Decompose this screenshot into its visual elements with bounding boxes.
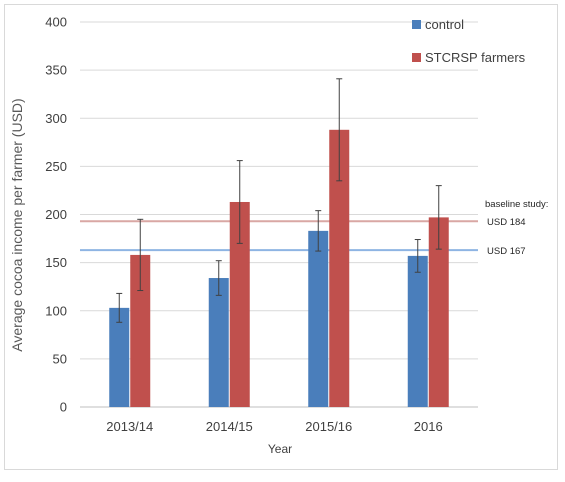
x-tick-label: 2013/14 [106,419,153,434]
x-axis-label: Year [268,442,292,456]
legend-label: control [425,17,464,32]
y-tick-label: 100 [45,303,67,318]
x-tick-label: 2014/15 [206,419,253,434]
bar [229,201,250,407]
x-tick-label: 2016 [414,419,443,434]
bars [109,129,449,408]
reference-labels: USD 184 USD 167 [487,217,526,257]
y-tick-label: 200 [45,207,67,222]
y-tick-label: 400 [45,15,67,30]
y-tick-label: 150 [45,255,67,270]
bar [308,230,329,407]
error-bars [116,78,442,323]
bar [407,255,428,407]
legend: control STCRSP farmers [412,17,526,65]
reference-lines [80,220,478,252]
chart-frame [4,4,558,470]
bar [208,278,229,407]
legend-label: STCRSP farmers [425,50,526,65]
reference-label: USD 184 [487,217,526,228]
bar [130,254,151,407]
y-tick-labels: 0 50 100 150 200 250 300 350 400 [45,15,67,415]
bar [109,307,130,407]
y-tick-label: 350 [45,63,67,78]
bar [329,129,350,408]
y-tick-label: 250 [45,159,67,174]
reference-label: USD 167 [487,246,526,257]
x-tick-labels: 2013/14 2014/15 2015/16 2016 [106,419,442,434]
y-tick-label: 0 [60,400,67,415]
baseline-annotation: baseline study: [485,199,548,210]
y-axis-label: Average cocoa income per farmer (USD) [9,98,25,351]
bar [428,217,449,407]
legend-swatch [412,53,421,62]
legend-swatch [412,20,421,29]
y-tick-label: 300 [45,111,67,126]
x-tick-label: 2015/16 [305,419,352,434]
y-tick-label: 50 [53,351,67,366]
